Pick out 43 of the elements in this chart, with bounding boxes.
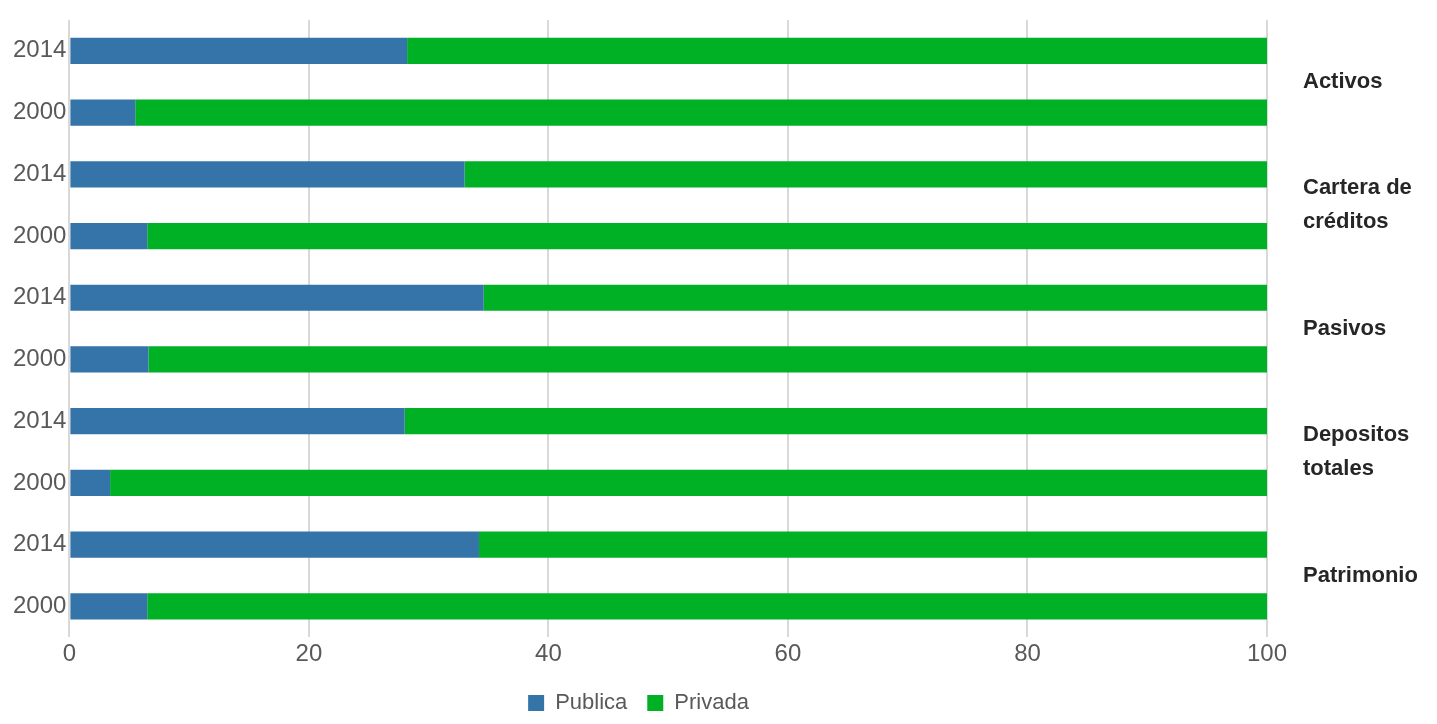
y-tick-label: 2000 — [13, 467, 67, 495]
bar — [110, 469, 1267, 497]
y-tick-label: 2000 — [13, 590, 67, 618]
x-tick-label: 100 — [1246, 639, 1288, 667]
x-tick-label: 80 — [1014, 639, 1041, 667]
bar — [70, 37, 408, 64]
bar — [70, 593, 148, 620]
bar — [70, 346, 149, 373]
bar — [464, 161, 1267, 188]
y-tick-label: 2014 — [13, 405, 67, 433]
text: Cartera de créditos — [1303, 174, 1412, 234]
y-tick-label: 2014 — [13, 529, 67, 557]
text: Patrimonio — [1303, 561, 1418, 587]
bar — [147, 593, 1267, 620]
legend-label: Privada — [674, 689, 750, 715]
y-tick-label: 2000 — [13, 97, 67, 125]
y-tick-label: 2014 — [13, 158, 67, 186]
y-tick-label: 2014 — [13, 282, 67, 310]
legend-label: Publica — [555, 689, 629, 715]
bar — [70, 161, 465, 188]
x-tick-label: 60 — [774, 639, 802, 667]
bar — [135, 99, 1267, 126]
bar — [70, 408, 405, 435]
bar — [148, 346, 1267, 373]
bar — [70, 99, 136, 126]
bar — [404, 408, 1267, 435]
bar — [478, 531, 1267, 558]
bar — [70, 469, 111, 497]
bar — [70, 222, 148, 250]
y-tick-label: 2014 — [13, 35, 67, 63]
bar — [483, 284, 1267, 311]
text: Pasivos — [1303, 314, 1387, 340]
text: Activos — [1303, 67, 1383, 93]
x-tick-label: 0 — [62, 639, 77, 667]
bar — [70, 531, 479, 558]
x-tick-label: 20 — [295, 639, 323, 667]
y-tick-label: 2000 — [13, 220, 67, 248]
text: Depositos totales — [1303, 421, 1410, 481]
bar — [407, 37, 1267, 64]
bar — [147, 222, 1267, 250]
x-tick-label: 40 — [535, 639, 562, 667]
y-tick-label: 2000 — [13, 344, 67, 372]
bar — [70, 284, 484, 311]
